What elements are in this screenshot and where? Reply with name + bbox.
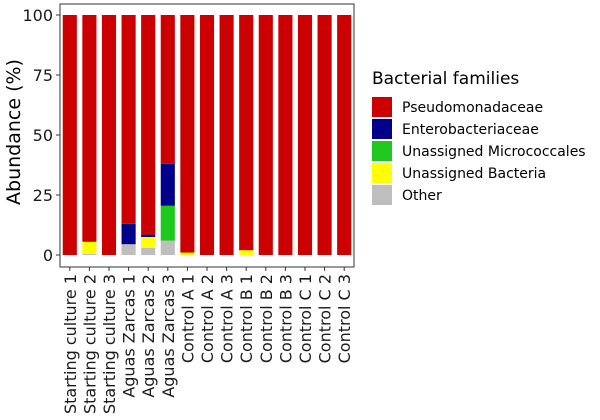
x-tick-label: Starting culture 3 xyxy=(100,274,119,414)
bar-control-b-1-pseudomonadaceae xyxy=(239,15,254,251)
bar-control-c-2-pseudomonadaceae xyxy=(317,15,332,255)
x-tick-label: Aguas Zarcas 1 xyxy=(120,274,139,398)
x-axis: Starting culture 1 Starting culture 2 Star… xyxy=(61,267,354,414)
legend-swatch-unassigned-micrococcales xyxy=(372,141,392,161)
x-tick-label: Aguas Zarcas 3 xyxy=(159,274,178,398)
legend-label-unassigned-micrococcales: Unassigned Micrococcales xyxy=(402,144,586,160)
legend-swatch-other xyxy=(372,185,392,205)
bar-control-b-3-pseudomonadaceae xyxy=(278,15,293,255)
bar-aguas-zarcas-2-enterobacteriaceae xyxy=(141,234,156,237)
legend-label-pseudomonadaceae: Pseudomonadaceae xyxy=(402,100,543,116)
y-tick-label: 25 xyxy=(33,186,53,205)
legend-swatch-pseudomonadaceae xyxy=(372,97,392,117)
bar-aguas-zarcas-3-unassigned-micrococcales xyxy=(160,205,175,241)
x-tick-label: Control A 2 xyxy=(198,274,217,363)
x-tick-label: Starting culture 2 xyxy=(80,274,99,414)
bar-control-a-1-unassigned-bacteria xyxy=(180,252,195,255)
plot-area xyxy=(59,3,355,268)
bar-aguas-zarcas-2-pseudomonadaceae xyxy=(141,15,156,235)
legend-title: Bacterial families xyxy=(372,69,519,89)
y-axis-title: Abundance (%) xyxy=(3,59,25,205)
bar-control-b-1-unassigned-bacteria xyxy=(239,250,254,255)
bar-aguas-zarcas-3-enterobacteriaceae xyxy=(160,163,175,206)
bar-control-c-3-pseudomonadaceae xyxy=(337,15,352,255)
legend-label-enterobacteriaceae: Enterobacteriaceae xyxy=(402,122,539,138)
y-tick-label: 50 xyxy=(33,126,53,145)
x-tick-label: Starting culture 1 xyxy=(61,274,80,414)
bar-control-b-2-pseudomonadaceae xyxy=(258,15,273,255)
bar-control-a-3-pseudomonadaceae xyxy=(219,15,234,255)
bar-aguas-zarcas-3-other xyxy=(160,240,175,255)
x-tick-label: Control C 3 xyxy=(335,274,354,363)
x-tick-label: Control C 2 xyxy=(316,274,335,363)
legend-label-unassigned-bacteria: Unassigned Bacteria xyxy=(402,166,546,182)
bar-starting-culture-2-other xyxy=(82,253,97,255)
y-tick-label: 75 xyxy=(33,66,53,85)
x-tick-label: Control B 2 xyxy=(257,274,276,363)
bar-aguas-zarcas-1-other xyxy=(121,244,136,255)
legend-label-other: Other xyxy=(402,188,442,204)
bar-aguas-zarcas-1-pseudomonadaceae xyxy=(121,15,136,224)
bar-starting-culture-1-pseudomonadaceae xyxy=(62,15,77,255)
x-tick-label: Control C 1 xyxy=(296,274,315,363)
y-tick-label: 0 xyxy=(43,246,53,265)
x-tick-label: Control B 1 xyxy=(237,274,256,363)
bar-aguas-zarcas-1-enterobacteriaceae xyxy=(121,223,136,245)
x-tick-label: Control A 3 xyxy=(218,274,237,363)
bar-control-a-1-pseudomonadaceae xyxy=(180,15,195,253)
x-tick-label: Control B 3 xyxy=(276,274,295,363)
bar-starting-culture-2-unassigned-bacteria xyxy=(82,241,97,254)
bar-starting-culture-2-pseudomonadaceae xyxy=(82,15,97,242)
bar-aguas-zarcas-2-other xyxy=(141,247,156,255)
legend: Bacterial families Pseudomonadaceae Enter… xyxy=(372,69,586,205)
x-tick-label: Aguas Zarcas 2 xyxy=(139,274,158,398)
x-tick-label: Control A 1 xyxy=(178,274,197,363)
legend-swatch-enterobacteriaceae xyxy=(372,119,392,139)
bar-aguas-zarcas-3-pseudomonadaceae xyxy=(160,15,175,164)
bar-aguas-zarcas-2-unassigned-bacteria xyxy=(141,237,156,248)
legend-swatch-unassigned-bacteria xyxy=(372,163,392,183)
bar-control-a-2-pseudomonadaceae xyxy=(199,15,215,255)
y-tick-label: 100 xyxy=(22,6,53,25)
bar-starting-culture-3-pseudomonadaceae xyxy=(101,15,117,255)
bar-control-c-1-pseudomonadaceae xyxy=(297,15,313,255)
y-axis: 0 25 50 75 100 xyxy=(22,6,60,265)
